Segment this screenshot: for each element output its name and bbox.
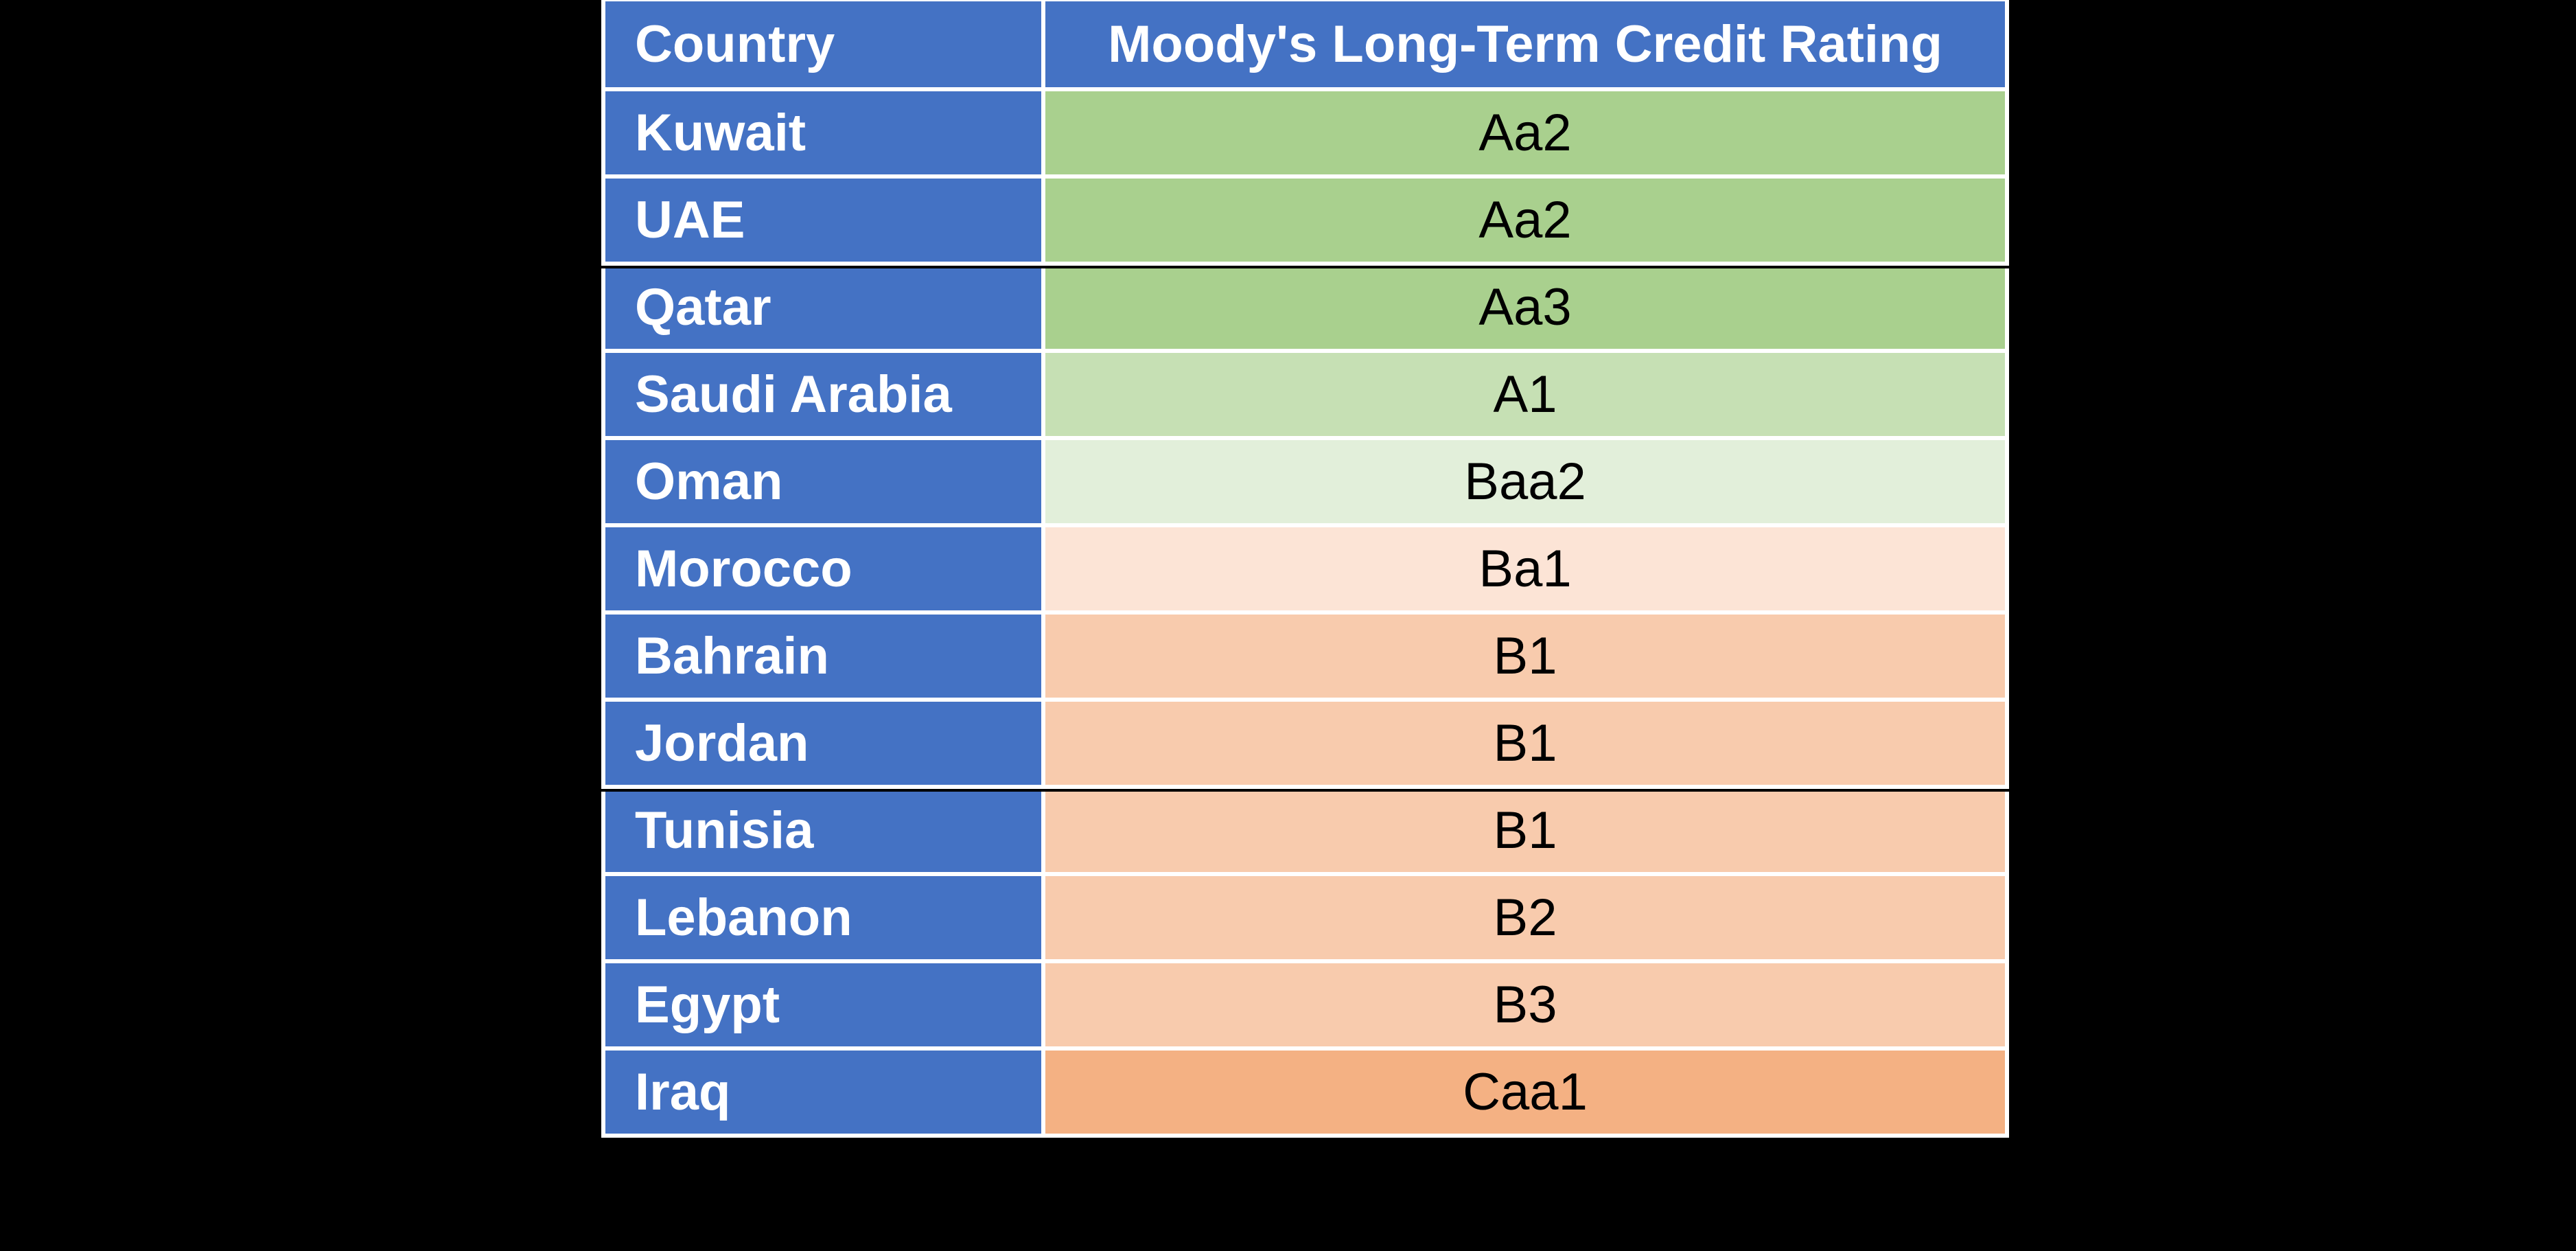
rating-cell: A1 <box>1045 353 2005 436</box>
table-row: Saudi Arabia A1 <box>605 353 2005 436</box>
table-header-row: Country Moody's Long-Term Credit Rating <box>605 1 2005 87</box>
rating-cell: Baa2 <box>1045 440 2005 523</box>
credit-ratings-table: Country Moody's Long-Term Credit Rating … <box>601 0 2009 1138</box>
table-row: Qatar Aa3 <box>605 266 2005 349</box>
country-cell: Jordan <box>605 702 1041 785</box>
table-row: Oman Baa2 <box>605 440 2005 523</box>
rating-cell: B1 <box>1045 615 2005 698</box>
country-cell: Qatar <box>605 266 1041 349</box>
rating-cell: Aa2 <box>1045 91 2005 174</box>
country-cell: UAE <box>605 179 1041 262</box>
country-cell: Egypt <box>605 963 1041 1046</box>
rating-cell: Caa1 <box>1045 1051 2005 1134</box>
row-separator-line <box>601 266 2009 268</box>
rating-cell: Aa2 <box>1045 179 2005 262</box>
table-row: Bahrain B1 <box>605 615 2005 698</box>
table-row: Jordan B1 <box>605 702 2005 785</box>
country-cell: Tunisia <box>605 789 1041 872</box>
country-cell: Iraq <box>605 1051 1041 1134</box>
rating-cell: B3 <box>1045 963 2005 1046</box>
table-row: Lebanon B2 <box>605 876 2005 959</box>
rating-cell: Ba1 <box>1045 527 2005 610</box>
row-separator-line <box>601 789 2009 792</box>
table-row: Kuwait Aa2 <box>605 91 2005 174</box>
country-cell: Oman <box>605 440 1041 523</box>
rating-cell: Aa3 <box>1045 266 2005 349</box>
rating-cell: B2 <box>1045 876 2005 959</box>
rating-cell: B1 <box>1045 789 2005 872</box>
table-body: Kuwait Aa2 UAE Aa2 Qatar Aa3 Saudi Arabi… <box>605 91 2005 1134</box>
table-row: Iraq Caa1 <box>605 1051 2005 1134</box>
country-cell: Saudi Arabia <box>605 353 1041 436</box>
country-cell: Bahrain <box>605 615 1041 698</box>
country-column-header: Country <box>605 1 1041 87</box>
table-row: Egypt B3 <box>605 963 2005 1046</box>
table-row: UAE Aa2 <box>605 179 2005 262</box>
country-cell: Kuwait <box>605 91 1041 174</box>
table-row: Tunisia B1 <box>605 789 2005 872</box>
table-row: Morocco Ba1 <box>605 527 2005 610</box>
rating-cell: B1 <box>1045 702 2005 785</box>
country-cell: Lebanon <box>605 876 1041 959</box>
country-cell: Morocco <box>605 527 1041 610</box>
rating-column-header: Moody's Long-Term Credit Rating <box>1045 1 2005 87</box>
